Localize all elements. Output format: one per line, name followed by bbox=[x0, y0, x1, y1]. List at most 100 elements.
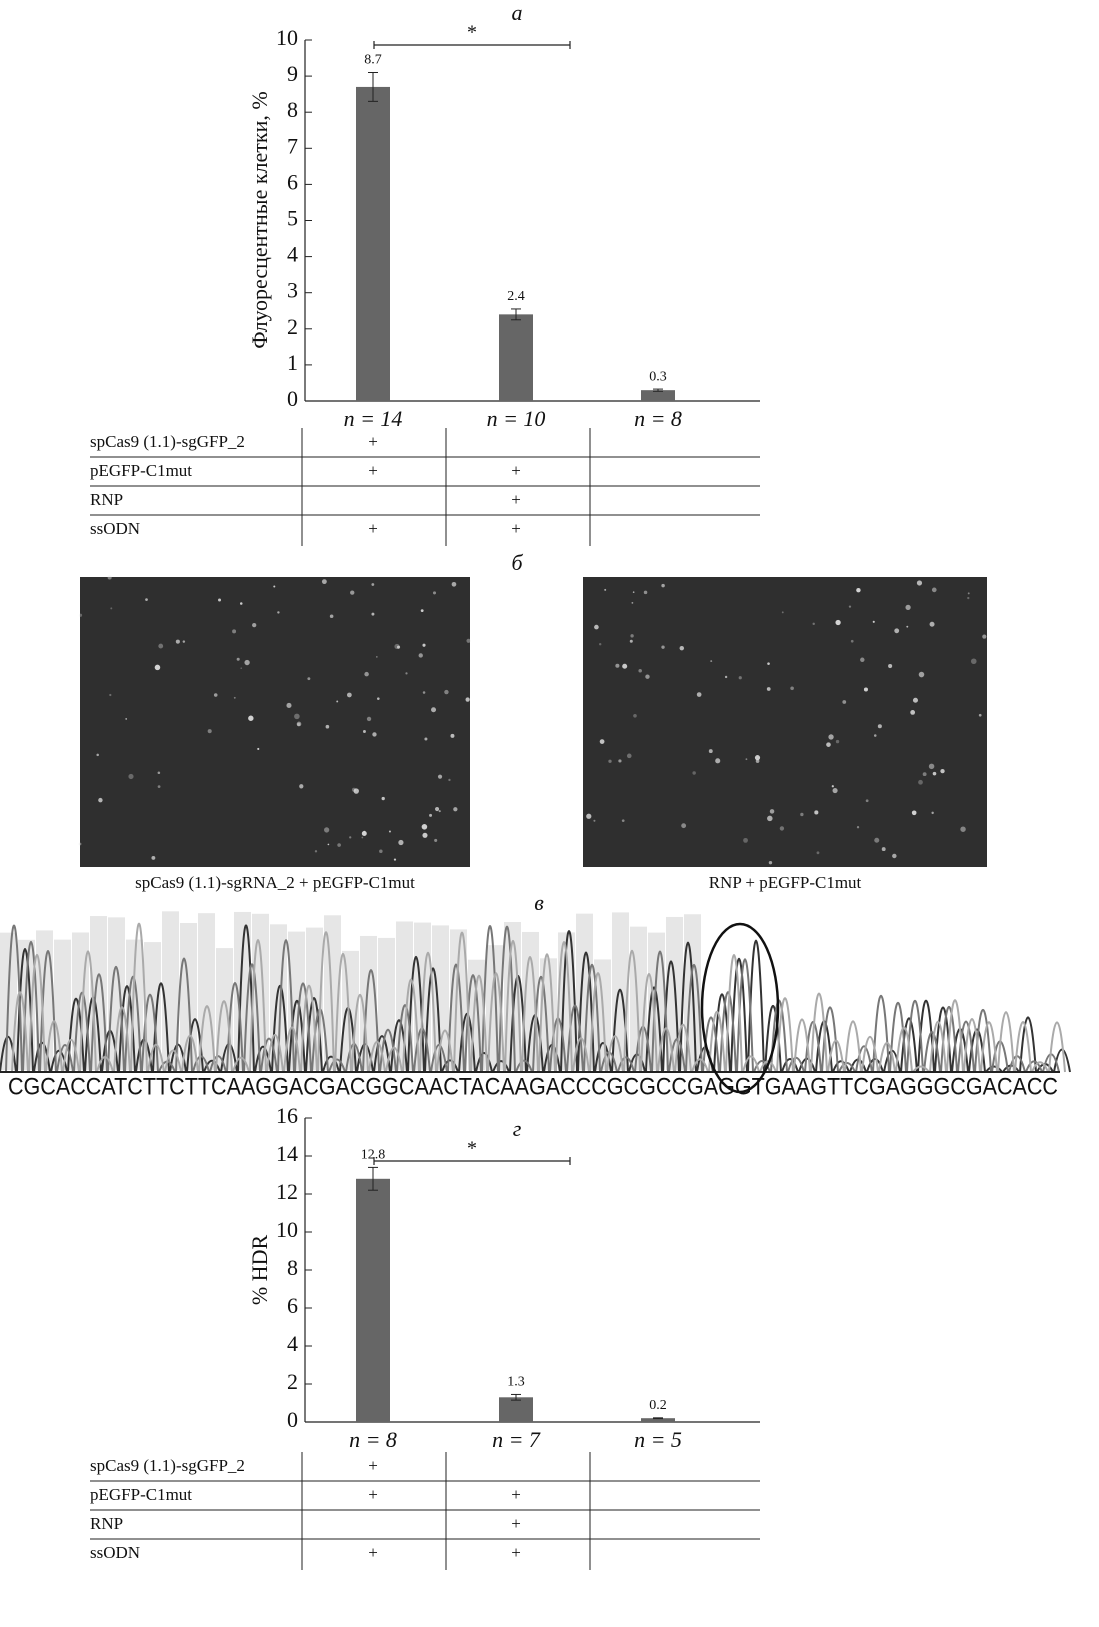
cell-dot bbox=[349, 836, 351, 838]
cell-dot bbox=[362, 831, 367, 836]
cell-dot bbox=[422, 644, 425, 647]
y-tick-label: 7 bbox=[287, 133, 298, 158]
cell-dot bbox=[835, 620, 840, 625]
cell-dot bbox=[633, 591, 635, 593]
cell-dot bbox=[933, 772, 937, 776]
cell-dot bbox=[832, 785, 834, 787]
value-label: 0.2 bbox=[649, 1398, 667, 1413]
cell-dot bbox=[769, 861, 772, 864]
cell-dot bbox=[362, 837, 364, 839]
cell-dot bbox=[324, 827, 329, 832]
table-cell: + bbox=[511, 490, 521, 509]
cell-dot bbox=[372, 732, 376, 736]
cell-dot bbox=[604, 589, 606, 591]
cell-dot bbox=[438, 775, 442, 779]
page: а012345678910Флуоресцентные клетки, %8.7… bbox=[0, 0, 1099, 1627]
x-tick-label: n = 8 bbox=[634, 406, 682, 431]
cell-dot bbox=[379, 850, 383, 854]
cell-dot bbox=[433, 591, 436, 594]
cell-dot bbox=[307, 677, 310, 680]
cell-dot bbox=[109, 694, 111, 696]
y-tick-label: 3 bbox=[287, 278, 298, 303]
cell-dot bbox=[842, 700, 846, 704]
cell-dot bbox=[448, 779, 450, 781]
cell-dot bbox=[394, 858, 396, 860]
cell-dot bbox=[398, 840, 403, 845]
cell-dot bbox=[790, 687, 794, 691]
panel-label: г bbox=[513, 1116, 522, 1141]
cell-dot bbox=[918, 780, 923, 785]
cell-dot bbox=[183, 640, 185, 642]
cell-dot bbox=[892, 854, 896, 858]
quality-bar bbox=[252, 914, 269, 1070]
cell-dot bbox=[330, 614, 334, 618]
cell-dot bbox=[618, 759, 621, 762]
y-tick-label: 5 bbox=[287, 206, 298, 231]
cell-dot bbox=[429, 814, 432, 817]
cell-dot bbox=[767, 687, 771, 691]
panel-label: а bbox=[512, 0, 523, 25]
value-label: 2.4 bbox=[507, 289, 525, 304]
cell-dot bbox=[326, 725, 330, 729]
cell-dot bbox=[817, 851, 820, 854]
y-tick-label: 2 bbox=[287, 1369, 298, 1394]
table-cell: + bbox=[511, 1485, 521, 1504]
cell-dot bbox=[767, 816, 773, 822]
cell-dot bbox=[600, 739, 605, 744]
cell-dot bbox=[739, 676, 742, 679]
cell-dot bbox=[435, 807, 439, 811]
cell-dot bbox=[780, 826, 784, 830]
bar bbox=[356, 1179, 390, 1422]
cell-dot bbox=[352, 788, 356, 792]
cell-dot bbox=[882, 847, 886, 851]
value-label: 1.3 bbox=[507, 1375, 525, 1390]
cell-dot bbox=[240, 602, 243, 605]
x-tick-label: n = 8 bbox=[349, 1427, 397, 1452]
cell-dot bbox=[237, 658, 240, 661]
cell-dot bbox=[232, 629, 236, 633]
cell-dot bbox=[244, 660, 249, 665]
cell-dot bbox=[826, 742, 831, 747]
cell-dot bbox=[874, 838, 879, 843]
y-tick-label: 8 bbox=[287, 97, 298, 122]
cell-dot bbox=[930, 622, 935, 627]
y-tick-label: 6 bbox=[287, 1293, 298, 1318]
cell-dot bbox=[252, 623, 256, 627]
cell-dot bbox=[322, 579, 327, 584]
cell-dot bbox=[715, 758, 720, 763]
bar bbox=[499, 1397, 533, 1422]
cell-dot bbox=[873, 621, 875, 623]
cell-dot bbox=[888, 664, 892, 668]
cell-dot bbox=[110, 607, 112, 609]
panel-label: б bbox=[511, 550, 523, 575]
cell-dot bbox=[248, 716, 253, 721]
cell-dot bbox=[746, 758, 748, 760]
cell-dot bbox=[286, 703, 291, 708]
cell-dot bbox=[622, 819, 625, 822]
cell-dot bbox=[814, 810, 818, 814]
cell-dot bbox=[128, 774, 133, 779]
x-tick-label: n = 10 bbox=[487, 406, 546, 431]
cell-dot bbox=[394, 644, 399, 649]
y-tick-label: 4 bbox=[287, 242, 298, 267]
cell-dot bbox=[444, 690, 448, 694]
cell-dot bbox=[158, 785, 161, 788]
cell-dot bbox=[155, 665, 161, 671]
table-row-label: pEGFP-C1mut bbox=[90, 461, 192, 480]
x-tick-label: n = 5 bbox=[634, 1427, 682, 1452]
table-row-label: RNP bbox=[90, 1514, 123, 1533]
cell-dot bbox=[661, 645, 664, 648]
table-cell: + bbox=[511, 461, 521, 480]
cell-dot bbox=[423, 691, 426, 694]
cell-dot bbox=[710, 660, 712, 662]
y-axis-label: % HDR bbox=[247, 1235, 272, 1306]
y-tick-label: 6 bbox=[287, 169, 298, 194]
cell-dot bbox=[125, 718, 127, 720]
cell-dot bbox=[979, 714, 982, 717]
error-bar bbox=[653, 1418, 663, 1419]
cell-dot bbox=[630, 640, 633, 643]
y-tick-label: 8 bbox=[287, 1255, 298, 1280]
cell-dot bbox=[158, 644, 163, 649]
cell-dot bbox=[337, 843, 341, 847]
cell-dot bbox=[594, 625, 599, 630]
